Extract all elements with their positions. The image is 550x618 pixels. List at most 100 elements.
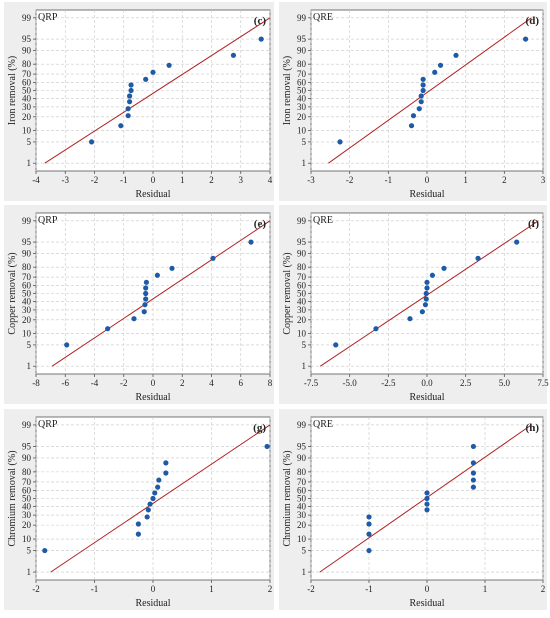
x-tick-label: 2	[268, 584, 273, 594]
y-tick-label: 20	[297, 315, 307, 325]
x-axis-title: Residual	[410, 392, 445, 403]
data-point	[147, 501, 153, 507]
data-point	[424, 507, 430, 513]
x-tick-label: -7.5	[304, 378, 319, 388]
data-point	[424, 279, 430, 285]
data-point	[150, 495, 156, 502]
x-tick-label: 2	[209, 175, 214, 185]
data-point	[143, 290, 149, 297]
x-tick-label: 2	[541, 584, 546, 594]
y-axis-title: Iron removal (%)	[282, 56, 293, 125]
y-tick-label: 95	[22, 441, 32, 451]
y-tick-label: 50	[22, 289, 32, 299]
x-tick-label: 3	[541, 175, 546, 185]
y-tick-label: 80	[22, 59, 32, 69]
data-point	[163, 470, 169, 476]
x-tick-label: 6	[239, 378, 244, 388]
data-point	[475, 255, 481, 261]
y-tick-label: 20	[22, 520, 32, 530]
fit-line	[320, 220, 539, 367]
fit-line	[51, 220, 270, 367]
x-tick-label: 2	[502, 175, 507, 185]
y-tick-label: 99	[22, 420, 32, 430]
x-tick-label: -3	[62, 175, 70, 185]
data-point	[441, 265, 447, 271]
x-tick-label: 1	[463, 175, 468, 185]
data-point	[143, 285, 149, 291]
x-axis-title: Residual	[410, 598, 445, 609]
y-tick-label: 60	[22, 485, 32, 495]
data-point	[333, 342, 339, 348]
data-point	[264, 443, 270, 450]
y-tick-label: 50	[22, 86, 32, 96]
data-point	[128, 87, 134, 94]
x-axis-title: Residual	[410, 189, 445, 200]
data-point	[143, 296, 149, 302]
data-point	[125, 106, 131, 112]
y-tick-label: 1	[302, 158, 307, 168]
x-tick-label: 0	[151, 175, 156, 185]
y-tick-label: 40	[22, 502, 32, 512]
x-tick-label: 1	[180, 175, 185, 185]
x-tick-label: -8	[32, 378, 40, 388]
data-point	[523, 36, 529, 42]
y-axis-title: Copper removal (%)	[282, 252, 293, 334]
y-tick-label: 99	[22, 13, 32, 23]
y-tick-label: 40	[297, 93, 307, 103]
data-point	[408, 123, 415, 129]
y-tick-label: 60	[297, 281, 307, 291]
x-tick-label: -3	[307, 175, 315, 185]
y-tick-label: 80	[22, 467, 32, 477]
y-tick-label: 90	[297, 453, 307, 463]
data-point	[248, 239, 254, 245]
y-tick-label: 90	[297, 248, 307, 258]
data-point	[407, 316, 413, 322]
x-tick-label: 1	[209, 584, 214, 594]
data-point	[156, 477, 162, 483]
data-point	[424, 285, 430, 291]
y-tick-label: 5	[27, 137, 32, 147]
data-point	[423, 296, 429, 302]
y-axis-title: Copper removal (%)	[7, 252, 18, 334]
panel-letter: (e)	[254, 218, 267, 230]
y-tick-label: 99	[297, 420, 307, 430]
y-tick-label: 30	[297, 510, 307, 520]
y-tick-label: 20	[22, 315, 32, 325]
panel-model-label: QRE	[313, 12, 333, 23]
data-point	[420, 82, 426, 88]
data-point	[258, 36, 264, 42]
data-point	[424, 501, 430, 507]
y-tick-label: 80	[297, 467, 307, 477]
x-tick-label: 4	[268, 175, 273, 185]
fit-line	[328, 17, 532, 164]
data-point	[432, 69, 438, 75]
y-axis-title: Chromium removal (%)	[7, 450, 18, 546]
y-tick-label: 10	[297, 126, 307, 136]
data-point	[366, 531, 372, 537]
data-point	[423, 290, 429, 297]
y-tick-label: 70	[297, 272, 307, 282]
y-tick-label: 95	[297, 34, 307, 44]
fit-line	[50, 424, 270, 573]
data-point	[88, 139, 95, 145]
data-point	[143, 76, 149, 82]
data-point	[470, 484, 476, 490]
y-tick-label: 90	[22, 453, 32, 463]
y-tick-label: 50	[297, 494, 307, 504]
panel-f: -7.5 -5.0 -2.5 0.0 2.5 5.0 7.5 1 510 203040506070…	[279, 205, 549, 404]
data-point	[155, 484, 161, 490]
data-point	[169, 265, 175, 271]
x-tick-label: -2	[307, 584, 315, 594]
x-tick-label: -4	[91, 378, 99, 388]
y-tick-label: 10	[297, 329, 307, 339]
x-tick-label: -2	[120, 378, 128, 388]
data-point	[210, 255, 216, 261]
y-tick-label: 5	[302, 137, 307, 147]
y-tick-label: 70	[297, 69, 307, 79]
x-tick-label: 5.0	[499, 378, 511, 388]
data-point	[470, 460, 476, 466]
x-tick-label: -2	[32, 584, 40, 594]
data-point	[366, 547, 372, 554]
